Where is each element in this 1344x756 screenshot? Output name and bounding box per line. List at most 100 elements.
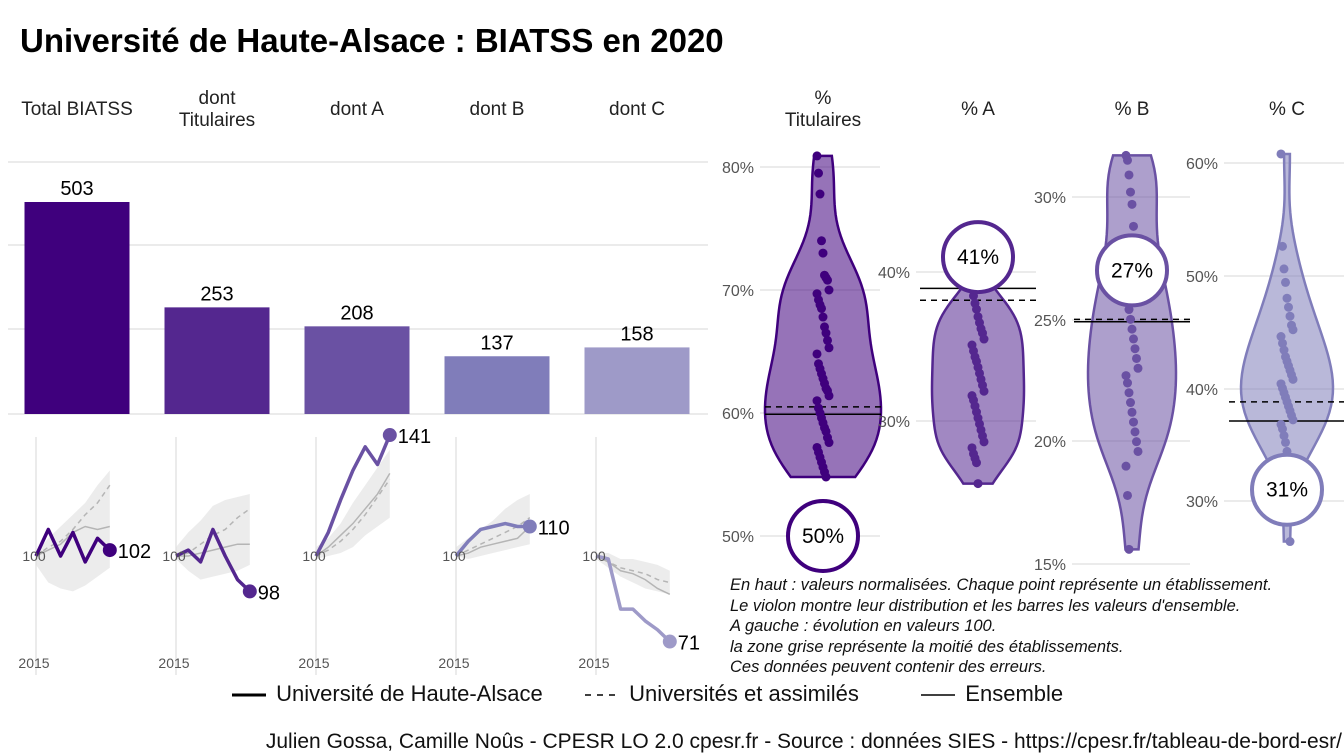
legend-solid-thick-icon: [232, 693, 266, 697]
establishment-point: [1288, 415, 1298, 425]
year-label: 2015: [158, 655, 189, 671]
establishment-point: [1278, 424, 1287, 434]
note-line: A gauche : évolution en valeurs 100.: [730, 617, 997, 635]
base-label: 100: [582, 548, 606, 564]
tick-label: 60%: [1186, 156, 1218, 173]
value-bubble: [1250, 452, 1324, 527]
establishment-point: [979, 437, 989, 447]
legend-item-uha: Université de Haute-Alsace: [230, 681, 543, 707]
establishment-point: [1276, 332, 1286, 342]
chart-title: Université de Haute-Alsace : BIATSS en 2…: [20, 22, 724, 59]
ensemble-line: [176, 543, 250, 557]
establishment-point: [1123, 155, 1132, 165]
base-label: 100: [162, 548, 186, 564]
universites-line: [455, 517, 531, 557]
end-point: [662, 634, 677, 649]
establishment-point: [817, 303, 826, 313]
establishment-point: [821, 328, 831, 338]
bar-header: dont C: [609, 99, 665, 120]
establishment-point: [824, 343, 834, 353]
establishment-point: [1276, 149, 1286, 159]
end-point: [382, 428, 397, 443]
establishment-point: [1127, 407, 1137, 417]
establishment-point: [1278, 338, 1287, 348]
establishment-point: [972, 304, 981, 314]
tick-label: 30%: [1034, 190, 1066, 207]
legend-solid-thin-icon: [921, 694, 956, 697]
note-line: Ces données peuvent contenir des erreurs…: [730, 658, 1047, 676]
establishment-point: [1285, 311, 1295, 321]
bar-value-label: 208: [340, 302, 373, 324]
establishment-point: [821, 472, 831, 482]
establishment-point: [973, 479, 983, 489]
establishment-point: [1121, 371, 1131, 381]
bar-value-label: 158: [620, 323, 653, 345]
value-label: 27%: [1111, 259, 1153, 282]
end-value-label: 141: [398, 426, 431, 448]
value-bubble: [1095, 233, 1169, 308]
establishment-point: [1130, 344, 1140, 354]
establishment-point: [1282, 293, 1292, 303]
establishment-point: [1281, 277, 1290, 287]
ensemble-line: [455, 525, 531, 557]
tick-label: 30%: [1186, 494, 1218, 511]
year-label: 2015: [578, 655, 609, 671]
value-bubble: [941, 220, 1015, 295]
establishment-point: [972, 458, 981, 468]
violin-shape: [1086, 154, 1178, 551]
bar-value-label: 137: [480, 332, 513, 354]
establishment-point: [1121, 461, 1131, 471]
establishment-point: [818, 312, 828, 322]
uha-line: [595, 554, 672, 643]
universites-line: [35, 484, 111, 557]
establishment-point: [1285, 537, 1295, 547]
footer-source: Julien Gossa, Camille Noûs - CPESR LO 2.…: [265, 730, 1342, 753]
establishment-point: [814, 168, 823, 178]
establishment-point: [823, 275, 832, 285]
tick-label: 50%: [1186, 269, 1218, 286]
establishment-point: [1123, 378, 1132, 388]
tick-label: 40%: [878, 265, 910, 282]
note-line: la zone grise représente la moitié des é…: [730, 637, 1124, 656]
establishment-point: [979, 334, 989, 344]
establishment-point: [812, 151, 822, 161]
base-label: 100: [302, 548, 326, 564]
establishment-point: [1284, 302, 1293, 312]
bar-value-label: 253: [200, 283, 233, 305]
uha-line: [175, 527, 252, 593]
establishment-point: [824, 391, 834, 401]
universites-line: [175, 508, 251, 557]
establishment-point: [1281, 437, 1290, 447]
violin-header: % Titulaires: [784, 88, 862, 131]
violin-header: % C: [1269, 99, 1305, 120]
tick-label: 50%: [722, 529, 754, 546]
tick-label: 25%: [1034, 313, 1066, 330]
tick-label: 40%: [1186, 382, 1218, 399]
violin-header: % B: [1114, 99, 1150, 120]
legend-label: Universités et assimilés: [629, 681, 859, 707]
establishment-point: [1133, 446, 1143, 456]
interquartile-band: [316, 449, 390, 559]
establishment-point: [1288, 374, 1298, 384]
uha-line: [454, 521, 530, 558]
bar-header: dont Titulaires: [178, 88, 256, 131]
establishment-point: [1133, 363, 1143, 373]
value-label: 50%: [802, 525, 844, 548]
establishment-point: [1124, 170, 1134, 180]
interquartile-band: [176, 494, 250, 580]
establishment-point: [1126, 398, 1135, 408]
tick-label: 70%: [722, 283, 754, 300]
tick-label: 15%: [1034, 557, 1066, 574]
establishment-point: [818, 248, 828, 258]
end-point: [102, 543, 117, 558]
end-point: [242, 584, 257, 599]
end-value-label: 71: [678, 633, 700, 655]
legend-label: Ensemble: [965, 681, 1064, 707]
establishment-point: [1279, 345, 1289, 355]
establishment-point: [812, 396, 822, 406]
establishment-point: [1279, 264, 1289, 274]
establishment-point: [1288, 325, 1298, 335]
establishment-point: [1126, 314, 1135, 324]
bar: [24, 202, 130, 414]
